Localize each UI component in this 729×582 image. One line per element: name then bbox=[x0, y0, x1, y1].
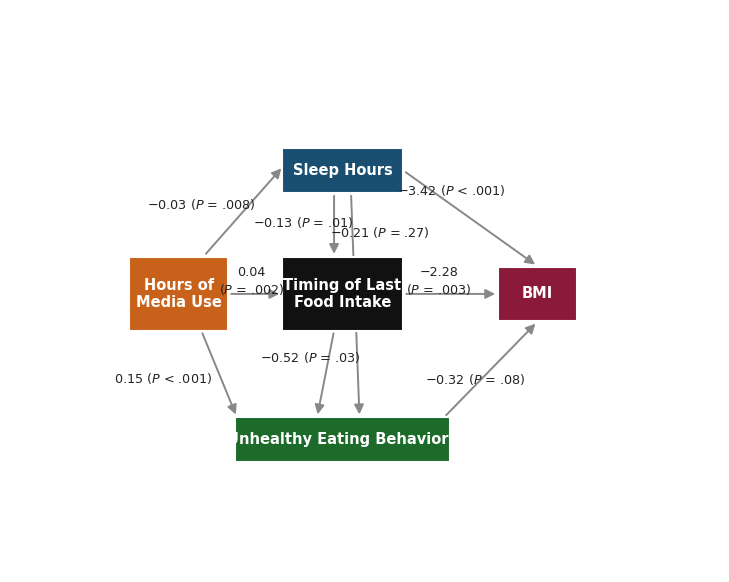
FancyBboxPatch shape bbox=[498, 267, 577, 321]
Text: 0.15 ($P$ < .001): 0.15 ($P$ < .001) bbox=[114, 371, 212, 386]
Text: −0.13 ($P$ = .01): −0.13 ($P$ = .01) bbox=[253, 215, 354, 230]
Text: −0.52 ($P$ = .03): −0.52 ($P$ = .03) bbox=[260, 350, 361, 365]
Text: Unhealthy Eating Behaviors: Unhealthy Eating Behaviors bbox=[227, 432, 458, 447]
Text: BMI: BMI bbox=[522, 286, 553, 301]
Text: −0.03 ($P$ = .008): −0.03 ($P$ = .008) bbox=[147, 197, 256, 212]
Text: −0.21 ($P$ = .27): −0.21 ($P$ = .27) bbox=[330, 225, 429, 240]
Text: Hours of
Media Use: Hours of Media Use bbox=[136, 278, 222, 310]
FancyBboxPatch shape bbox=[282, 257, 403, 331]
Text: −3.42 ($P$ < .001): −3.42 ($P$ < .001) bbox=[397, 183, 505, 198]
Text: −2.28
($P$ = .003): −2.28 ($P$ = .003) bbox=[406, 266, 472, 297]
FancyBboxPatch shape bbox=[129, 257, 228, 331]
Text: 0.04
($P$ = .002): 0.04 ($P$ = .002) bbox=[219, 266, 284, 297]
Text: Sleep Hours: Sleep Hours bbox=[292, 163, 392, 178]
Text: Timing of Last
Food Intake: Timing of Last Food Intake bbox=[284, 278, 402, 310]
FancyBboxPatch shape bbox=[235, 417, 450, 462]
Text: −0.32 ($P$ = .08): −0.32 ($P$ = .08) bbox=[425, 372, 526, 388]
FancyBboxPatch shape bbox=[282, 148, 403, 193]
